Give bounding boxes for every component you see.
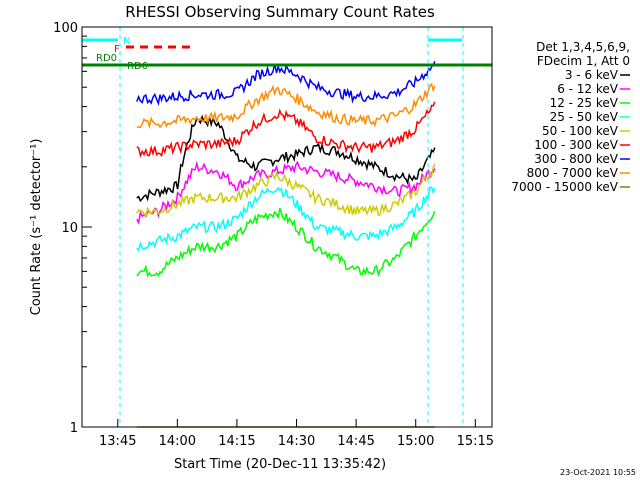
legend-entry-label: 7000 - 15000 keV xyxy=(511,180,618,194)
series-line xyxy=(136,101,436,159)
legend-entry-label: 12 - 25 keV xyxy=(550,96,619,110)
legend-entry-label: 800 - 7000 keV xyxy=(527,166,619,180)
plot-area: NFRD0RD6 xyxy=(82,27,492,428)
footer-date: 23-Oct-2021 10:55 xyxy=(560,468,636,477)
series-line xyxy=(136,207,436,278)
series-line xyxy=(136,82,436,130)
y-axis-label: Count Rate (s⁻¹ detector⁻¹) xyxy=(29,139,44,316)
legend-entry-label: 300 - 800 keV xyxy=(534,152,618,166)
legend: Det 1,3,4,5,6,9, FDecim 1, Att 0 3 - 6 k… xyxy=(511,40,630,194)
x-tick-label: 15:15 xyxy=(457,434,494,449)
y-tick-label: 100 xyxy=(53,21,78,36)
legend-entry-label: 6 - 12 keV xyxy=(557,82,619,96)
x-tick-label: 14:15 xyxy=(218,434,255,449)
legend-entry-label: 50 - 100 keV xyxy=(542,124,619,138)
series-line xyxy=(136,186,436,252)
x-tick-label: 13:45 xyxy=(99,434,136,449)
legend-entry-label: 25 - 50 keV xyxy=(550,110,619,124)
series-line xyxy=(136,160,436,225)
y-tick-label: 10 xyxy=(61,221,78,236)
x-tick-label: 15:00 xyxy=(397,434,434,449)
marker-f-label: F xyxy=(114,44,120,55)
x-tick-label: 14:00 xyxy=(159,434,196,449)
chart-title: RHESSI Observing Summary Count Rates xyxy=(125,3,435,21)
axes: 1 10 100 13:45 14:00 14:15 14:30 14:45 15:00 15:1… xyxy=(53,21,494,449)
series-line xyxy=(136,114,436,203)
legend-header-1: Det 1,3,4,5,6,9, xyxy=(536,40,630,54)
x-axis-label: Start Time (20-Dec-11 13:35:42) xyxy=(174,457,386,472)
marker-n-label: N xyxy=(123,36,130,47)
y-tick-label: 1 xyxy=(70,421,78,436)
series-line xyxy=(136,163,436,218)
legend-header-2: FDecim 1, Att 0 xyxy=(537,54,630,68)
series-line xyxy=(136,61,436,107)
marker-rd0-label: RD0 xyxy=(96,53,117,64)
legend-entry-label: 3 - 6 keV xyxy=(565,68,619,82)
x-tick-label: 14:45 xyxy=(337,434,374,449)
x-tick-label: 14:30 xyxy=(278,434,315,449)
legend-entry-label: 100 - 300 keV xyxy=(534,138,618,152)
